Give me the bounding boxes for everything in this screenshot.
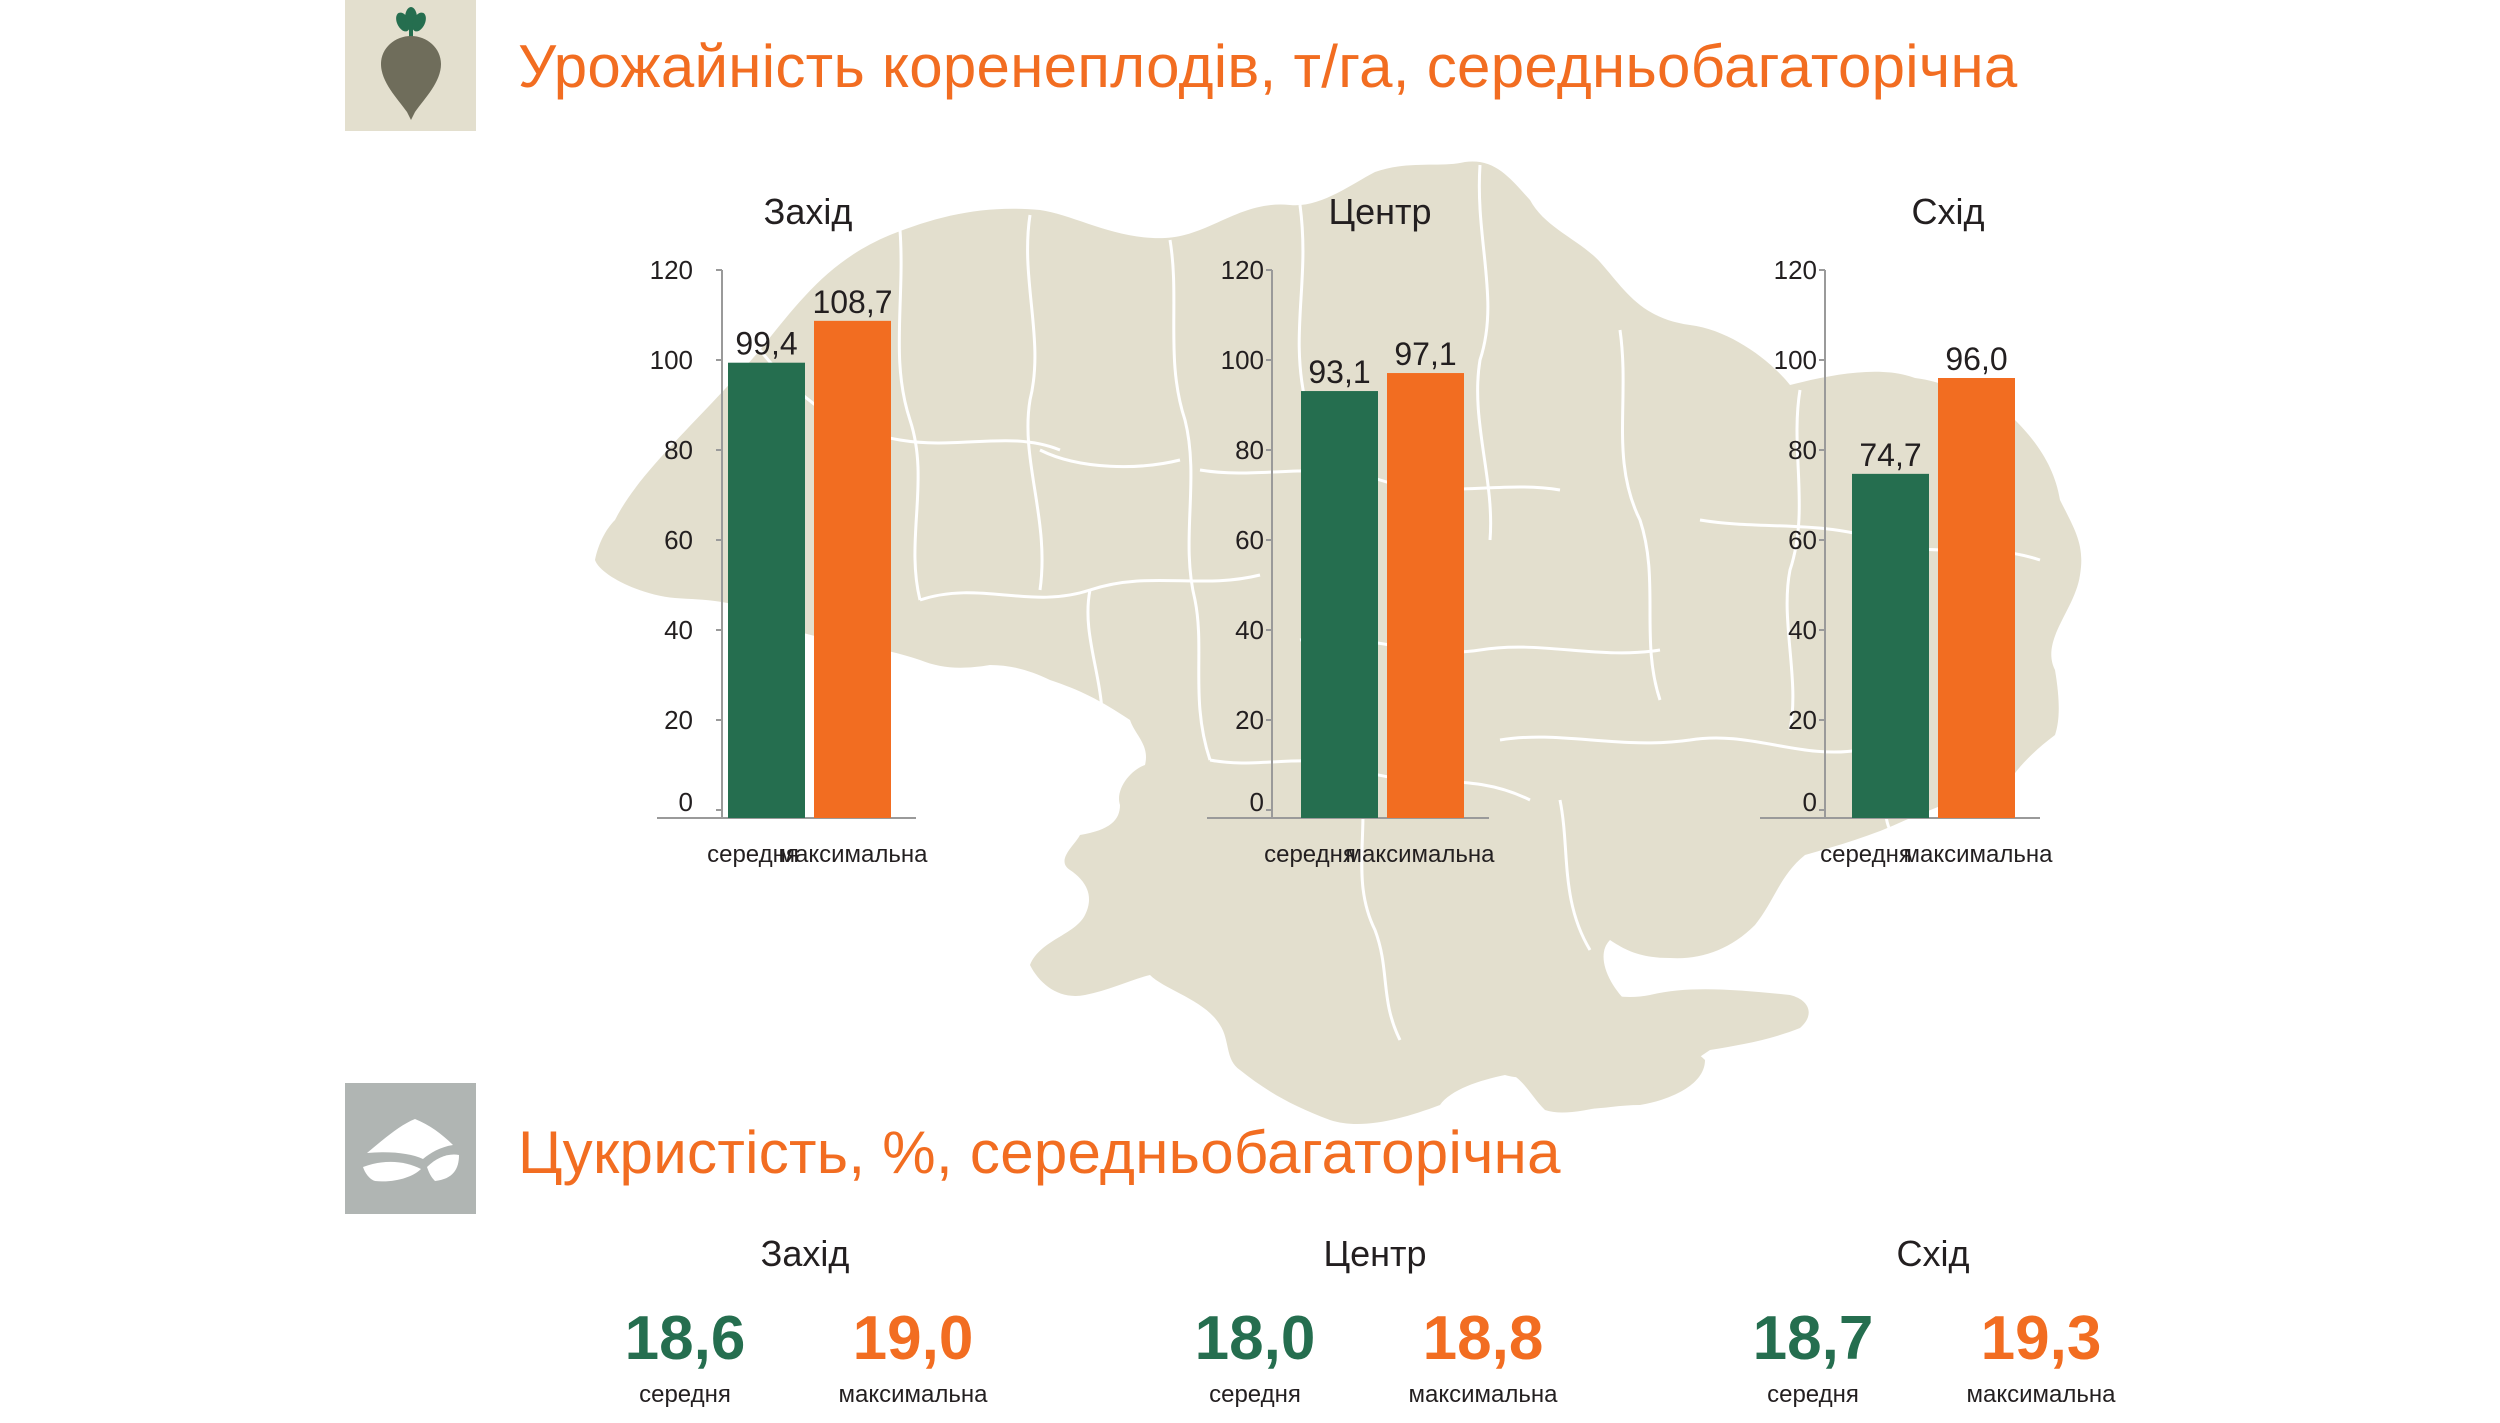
y-tick-label: 80 — [664, 435, 693, 465]
y-tick-label: 80 — [1788, 435, 1817, 465]
beet-icon — [381, 7, 441, 120]
bar-value-label: 108,7 — [812, 284, 892, 320]
sugar-max-value: 19,3 — [1980, 1304, 2102, 1373]
sugar-avg-value: 18,0 — [1194, 1304, 1316, 1373]
bar-avg — [1301, 391, 1378, 818]
sugar-max-value: 19,0 — [852, 1304, 974, 1373]
sugar-avg-label: середня — [639, 1381, 731, 1408]
y-tick-label: 0 — [679, 787, 693, 817]
y-tick-label: 80 — [1235, 435, 1264, 465]
y-tick-label: 60 — [664, 525, 693, 555]
sugar-max-value: 18,8 — [1422, 1304, 1544, 1373]
sugar-max-label: максимальна — [1966, 1381, 2116, 1408]
sugar-region-center: Центр 18,0 середня 18,8 максимальна — [1135, 1233, 1615, 1423]
chart-title-center: Центр — [1328, 191, 1431, 232]
y-tick-label: 20 — [1235, 705, 1264, 735]
y-tick-label: 40 — [1788, 615, 1817, 645]
y-tick-label: 120 — [1221, 255, 1264, 285]
y-tick-label: 20 — [664, 705, 693, 735]
bar-value-label: 96,0 — [1945, 341, 2007, 377]
beet-icon-box — [345, 0, 476, 131]
sugar-avg-label: середня — [1767, 1381, 1859, 1408]
sugar-avg-value: 18,7 — [1752, 1304, 1874, 1373]
category-label: максимальна — [1346, 841, 1496, 868]
bar-value-label: 93,1 — [1308, 354, 1370, 390]
bar-avg — [728, 362, 805, 818]
sugar-region-west: Захід 18,6 середня 19,0 максимальна — [565, 1233, 1045, 1423]
y-tick-label: 60 — [1788, 525, 1817, 555]
bar-max — [814, 320, 891, 818]
y-tick-label: 100 — [1774, 345, 1817, 375]
bar-value-label: 99,4 — [735, 326, 797, 362]
yield-section-title: Урожайність коренеплодів, т/га, середньо… — [518, 33, 2018, 100]
category-label: середня — [707, 841, 799, 868]
chart-title-west: Захід — [764, 191, 853, 232]
category-label: середня — [1264, 841, 1356, 868]
bar-max — [1938, 378, 2015, 818]
y-tick-label: 120 — [650, 255, 693, 285]
category-label: максимальна — [1904, 841, 2054, 868]
y-tick-label: 120 — [1774, 255, 1817, 285]
chart-title-east: Схід — [1911, 191, 1984, 232]
y-tick-label: 100 — [1221, 345, 1264, 375]
category-label: середня — [1820, 841, 1912, 868]
bar-value-label: 74,7 — [1859, 437, 1921, 473]
y-tick-label: 0 — [1250, 787, 1264, 817]
sugar-pile-icon — [363, 1119, 459, 1182]
bar-avg — [1852, 473, 1929, 818]
sugar-region-name: Центр — [1323, 1233, 1427, 1274]
sugar-max-label: максимальна — [838, 1381, 988, 1408]
bar-value-label: 97,1 — [1394, 336, 1456, 372]
sugar-region-name: Схід — [1896, 1233, 1970, 1274]
sugar-section-title: Цукристість, %, середньобагаторічна — [518, 1119, 1561, 1186]
y-tick-label: 100 — [650, 345, 693, 375]
sugar-icon-box — [345, 1083, 476, 1214]
bar-max — [1387, 373, 1464, 818]
sugar-max-label: максимальна — [1408, 1381, 1558, 1408]
y-tick-label: 40 — [1235, 615, 1264, 645]
y-tick-label: 40 — [664, 615, 693, 645]
sugar-region-name: Захід — [760, 1233, 850, 1274]
y-tick-label: 20 — [1788, 705, 1817, 735]
y-tick-label: 60 — [1235, 525, 1264, 555]
y-tick-label: 0 — [1803, 787, 1817, 817]
category-label: максимальна — [779, 841, 929, 868]
sugar-region-east: Схід 18,7 середня 19,3 максимальна — [1693, 1233, 2173, 1423]
sugar-avg-label: середня — [1209, 1381, 1301, 1408]
sugar-avg-value: 18,6 — [624, 1304, 746, 1373]
crimea-shape — [1459, 970, 1809, 1113]
